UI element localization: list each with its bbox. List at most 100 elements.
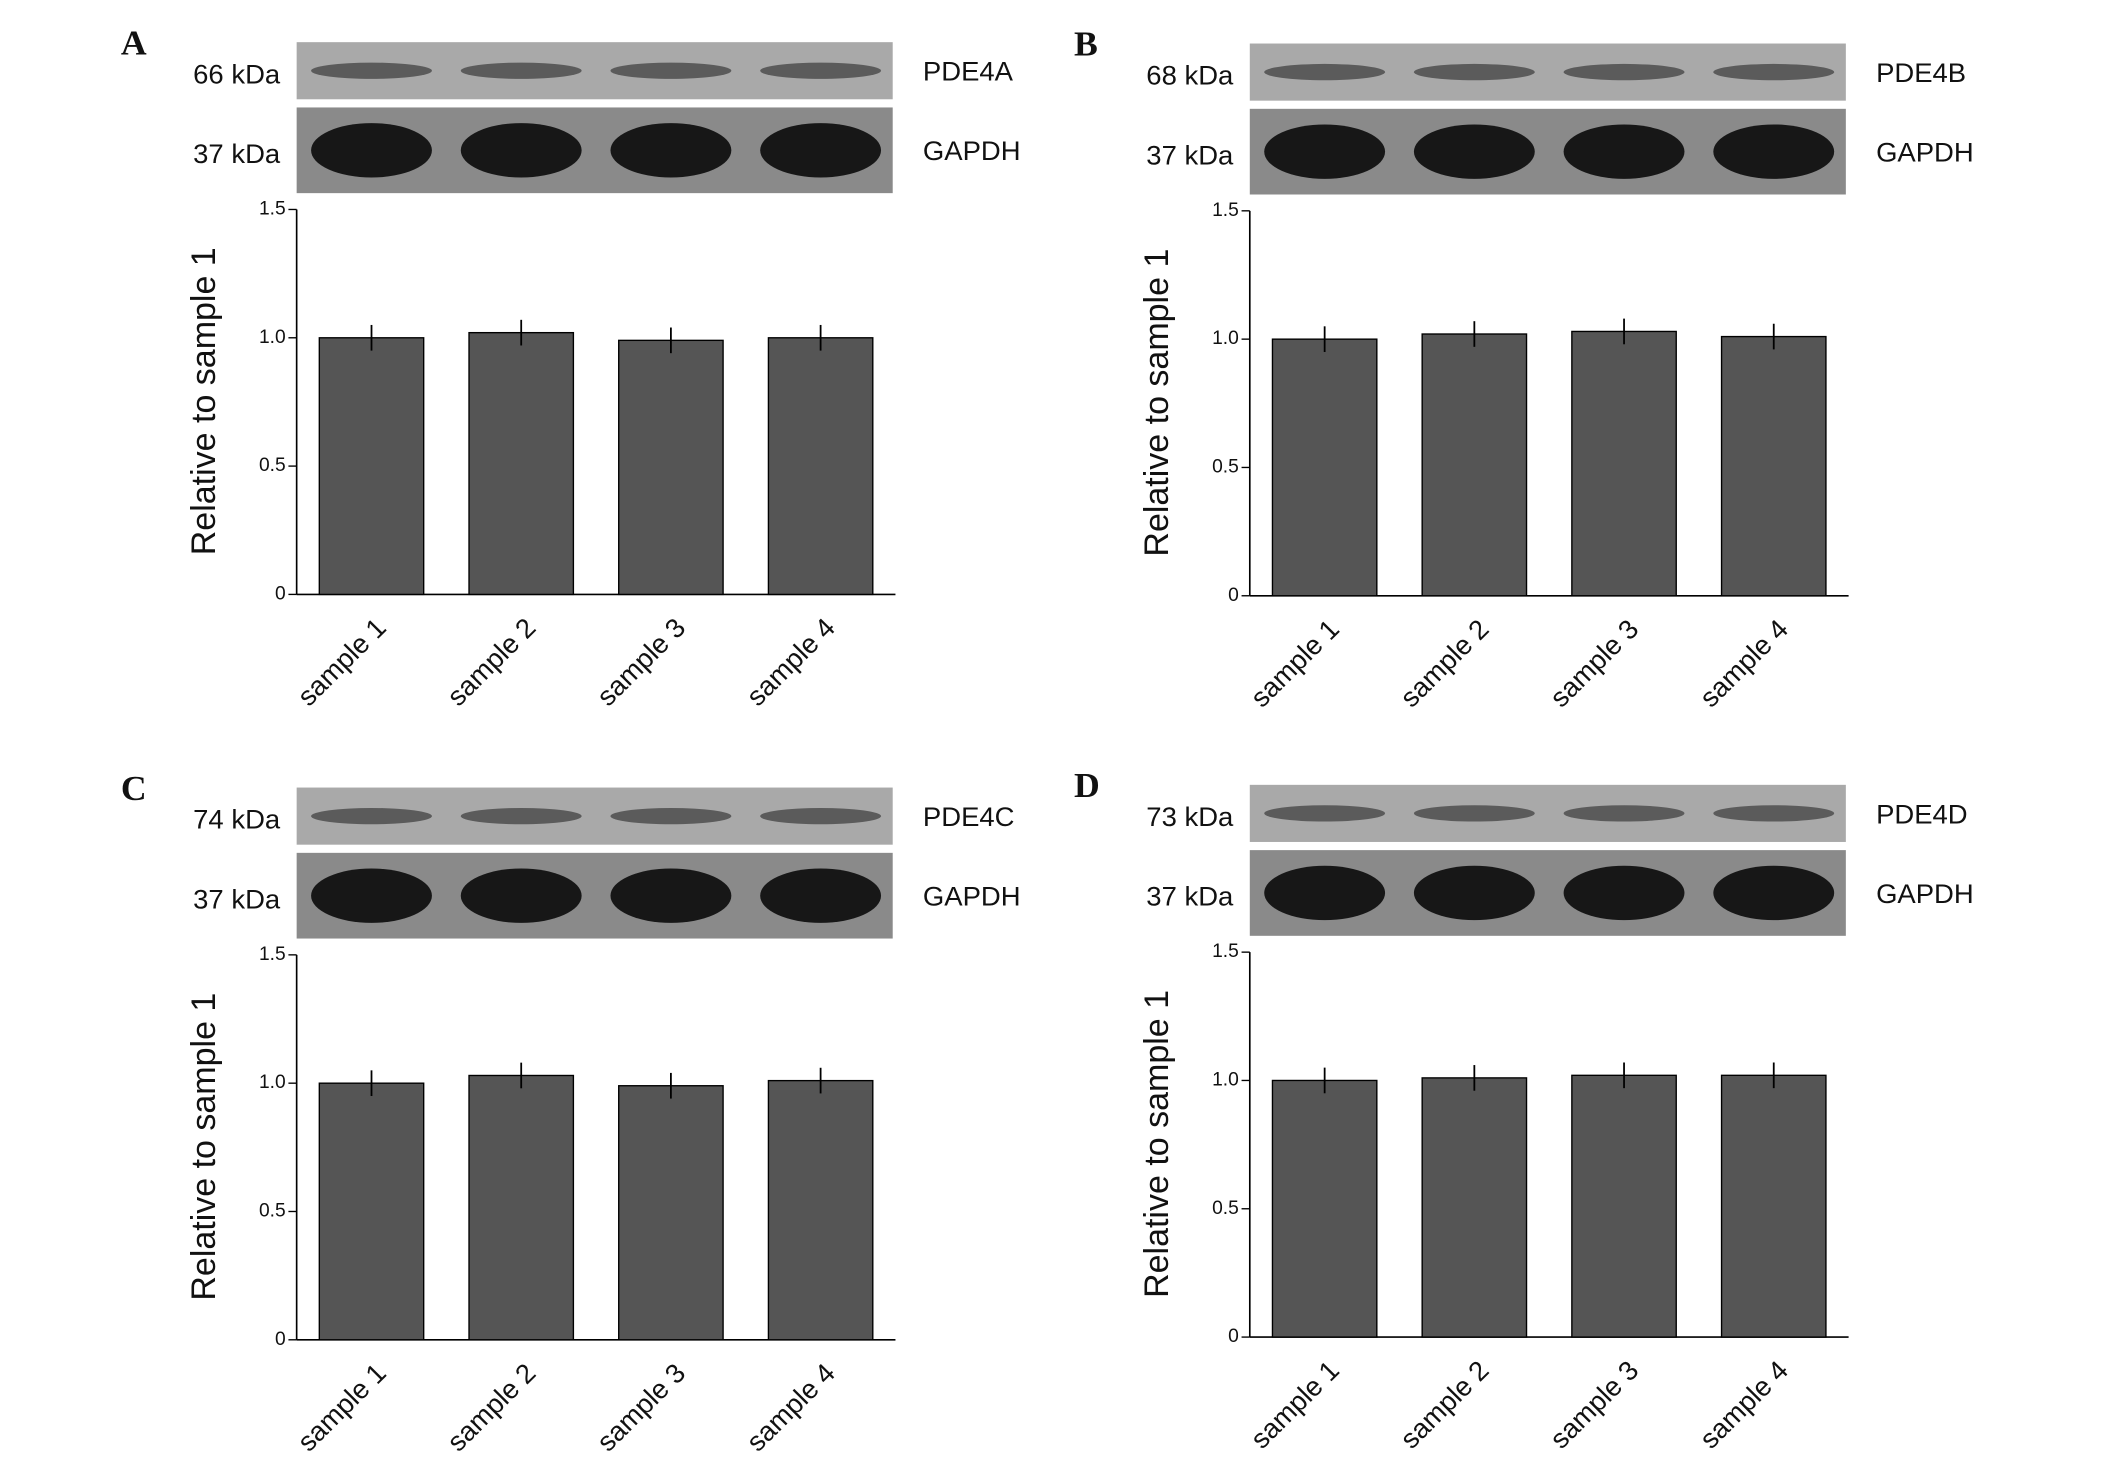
bar [468,331,575,596]
y-tick-label: 0 [275,584,286,605]
blot-band [760,807,882,825]
y-tick-label: 0.5 [1212,457,1239,478]
panel: B 68 kDa PDE4B 37 kDa GAPDH 0 0.5 1.0 1.5 Relativ… [1074,24,1974,713]
bar [318,337,425,596]
x-tick-label: sample 1 [1244,613,1345,713]
blot-protein-label: GAPDH [1876,878,1974,909]
bar [1571,330,1677,597]
blot-size-label: 66 kDa [193,58,281,89]
panel-label: C [121,768,147,808]
blot-band [1563,865,1685,921]
blot-band [460,807,582,825]
panel-label: A [121,23,147,63]
y-axis-title: Relative to sample 1 [185,993,223,1301]
y-tick-label: 1.0 [259,1072,286,1093]
blot-size-label: 73 kDa [1146,801,1234,832]
y-axis-title: Relative to sample 1 [1138,990,1176,1298]
blot-band [460,868,582,923]
bar [1421,1077,1528,1338]
blot-band [1413,805,1535,822]
bar [1271,1079,1378,1338]
blot-band [460,62,582,79]
bar [767,337,874,596]
y-tick-label: 1.0 [1212,328,1239,349]
blot-band [311,807,432,825]
figure-root: A 66 kDa PDE4A 37 kDa GAPDH 0 0.5 1.0 1.5 Relativ… [121,23,1974,1458]
bar [318,1082,425,1341]
y-axis-title: Relative to sample 1 [185,247,223,555]
y-tick-label: 0.5 [259,1201,286,1222]
bar [767,1079,874,1341]
blot-band [610,807,732,825]
y-axis-title: Relative to sample 1 [1138,249,1176,557]
blot-band [1264,805,1386,822]
bar [1571,1074,1677,1338]
bar [1271,338,1378,597]
panel-label: D [1074,765,1100,805]
blot-band [1413,124,1535,179]
x-tick-label: sample 2 [1394,1354,1495,1454]
y-tick-label: 1.5 [1212,200,1239,221]
blot-protein-label: PDE4D [1876,798,1968,829]
x-tick-label: sample 3 [590,612,691,712]
blot-protein-label: PDE4B [1876,57,1966,88]
blot-band [1413,63,1535,81]
x-tick-label: sample 3 [1544,613,1645,713]
blot-band [610,62,732,79]
bar [468,1074,575,1341]
y-tick-label: 0.5 [259,455,286,476]
x-tick-label: sample 1 [291,612,392,712]
x-tick-label: sample 2 [441,612,542,712]
bar [1720,1074,1827,1338]
x-tick-label: sample 1 [1244,1354,1345,1454]
blot-band [760,868,882,923]
panel-label: B [1074,24,1098,64]
blot-band [610,868,732,923]
x-tick-label: sample 3 [590,1357,691,1457]
blot-band [460,123,582,178]
blot-band [1563,805,1685,822]
blot-protein-label: GAPDH [1876,137,1974,168]
x-tick-label: sample 3 [1544,1354,1645,1454]
y-tick-label: 1.5 [259,944,286,965]
blot-band [1713,124,1835,179]
x-tick-label: sample 2 [441,1357,542,1457]
blot-size-label: 68 kDa [1146,60,1234,91]
blot-band [610,123,732,178]
bar [1421,333,1528,597]
x-tick-label: sample 2 [1394,613,1495,713]
x-tick-label: sample 4 [740,1357,841,1457]
panel: D 73 kDa PDE4D 37 kDa GAPDH 0 0.5 1.0 1.5 Relativ… [1074,765,1974,1454]
y-tick-label: 0 [1228,585,1239,606]
blot-band [1413,865,1535,921]
blot-protein-label: PDE4A [923,56,1014,87]
blot-band [1713,63,1835,81]
blot-protein-label: PDE4C [923,801,1015,832]
bar [1720,335,1827,597]
blot-size-label: 37 kDa [1146,139,1234,170]
blot-size-label: 37 kDa [1146,881,1234,912]
blot-band [311,62,432,79]
blot-band [1563,63,1685,81]
blot-protein-label: GAPDH [923,135,1021,166]
blot-band [1563,124,1685,179]
blot-band [311,868,432,923]
bar [618,339,724,596]
x-tick-label: sample 4 [740,612,841,712]
blot-size-label: 74 kDa [193,804,281,835]
y-tick-label: 1.5 [1212,941,1239,962]
panel: A 66 kDa PDE4A 37 kDa GAPDH 0 0.5 1.0 1.5 Relativ… [121,23,1021,712]
blot-band [1713,865,1835,921]
y-tick-label: 0 [1228,1326,1239,1347]
blot-protein-label: GAPDH [923,881,1021,912]
blot-band [1264,865,1386,921]
y-tick-label: 0.5 [1212,1198,1239,1219]
blot-band [1264,124,1386,179]
blot-band [760,123,882,178]
blot-band [1713,805,1835,822]
panel: C 74 kDa PDE4C 37 kDa GAPDH 0 0.5 1.0 1.5 Relativ… [121,768,1021,1457]
blot-band [311,123,432,178]
blot-size-label: 37 kDa [193,883,281,914]
